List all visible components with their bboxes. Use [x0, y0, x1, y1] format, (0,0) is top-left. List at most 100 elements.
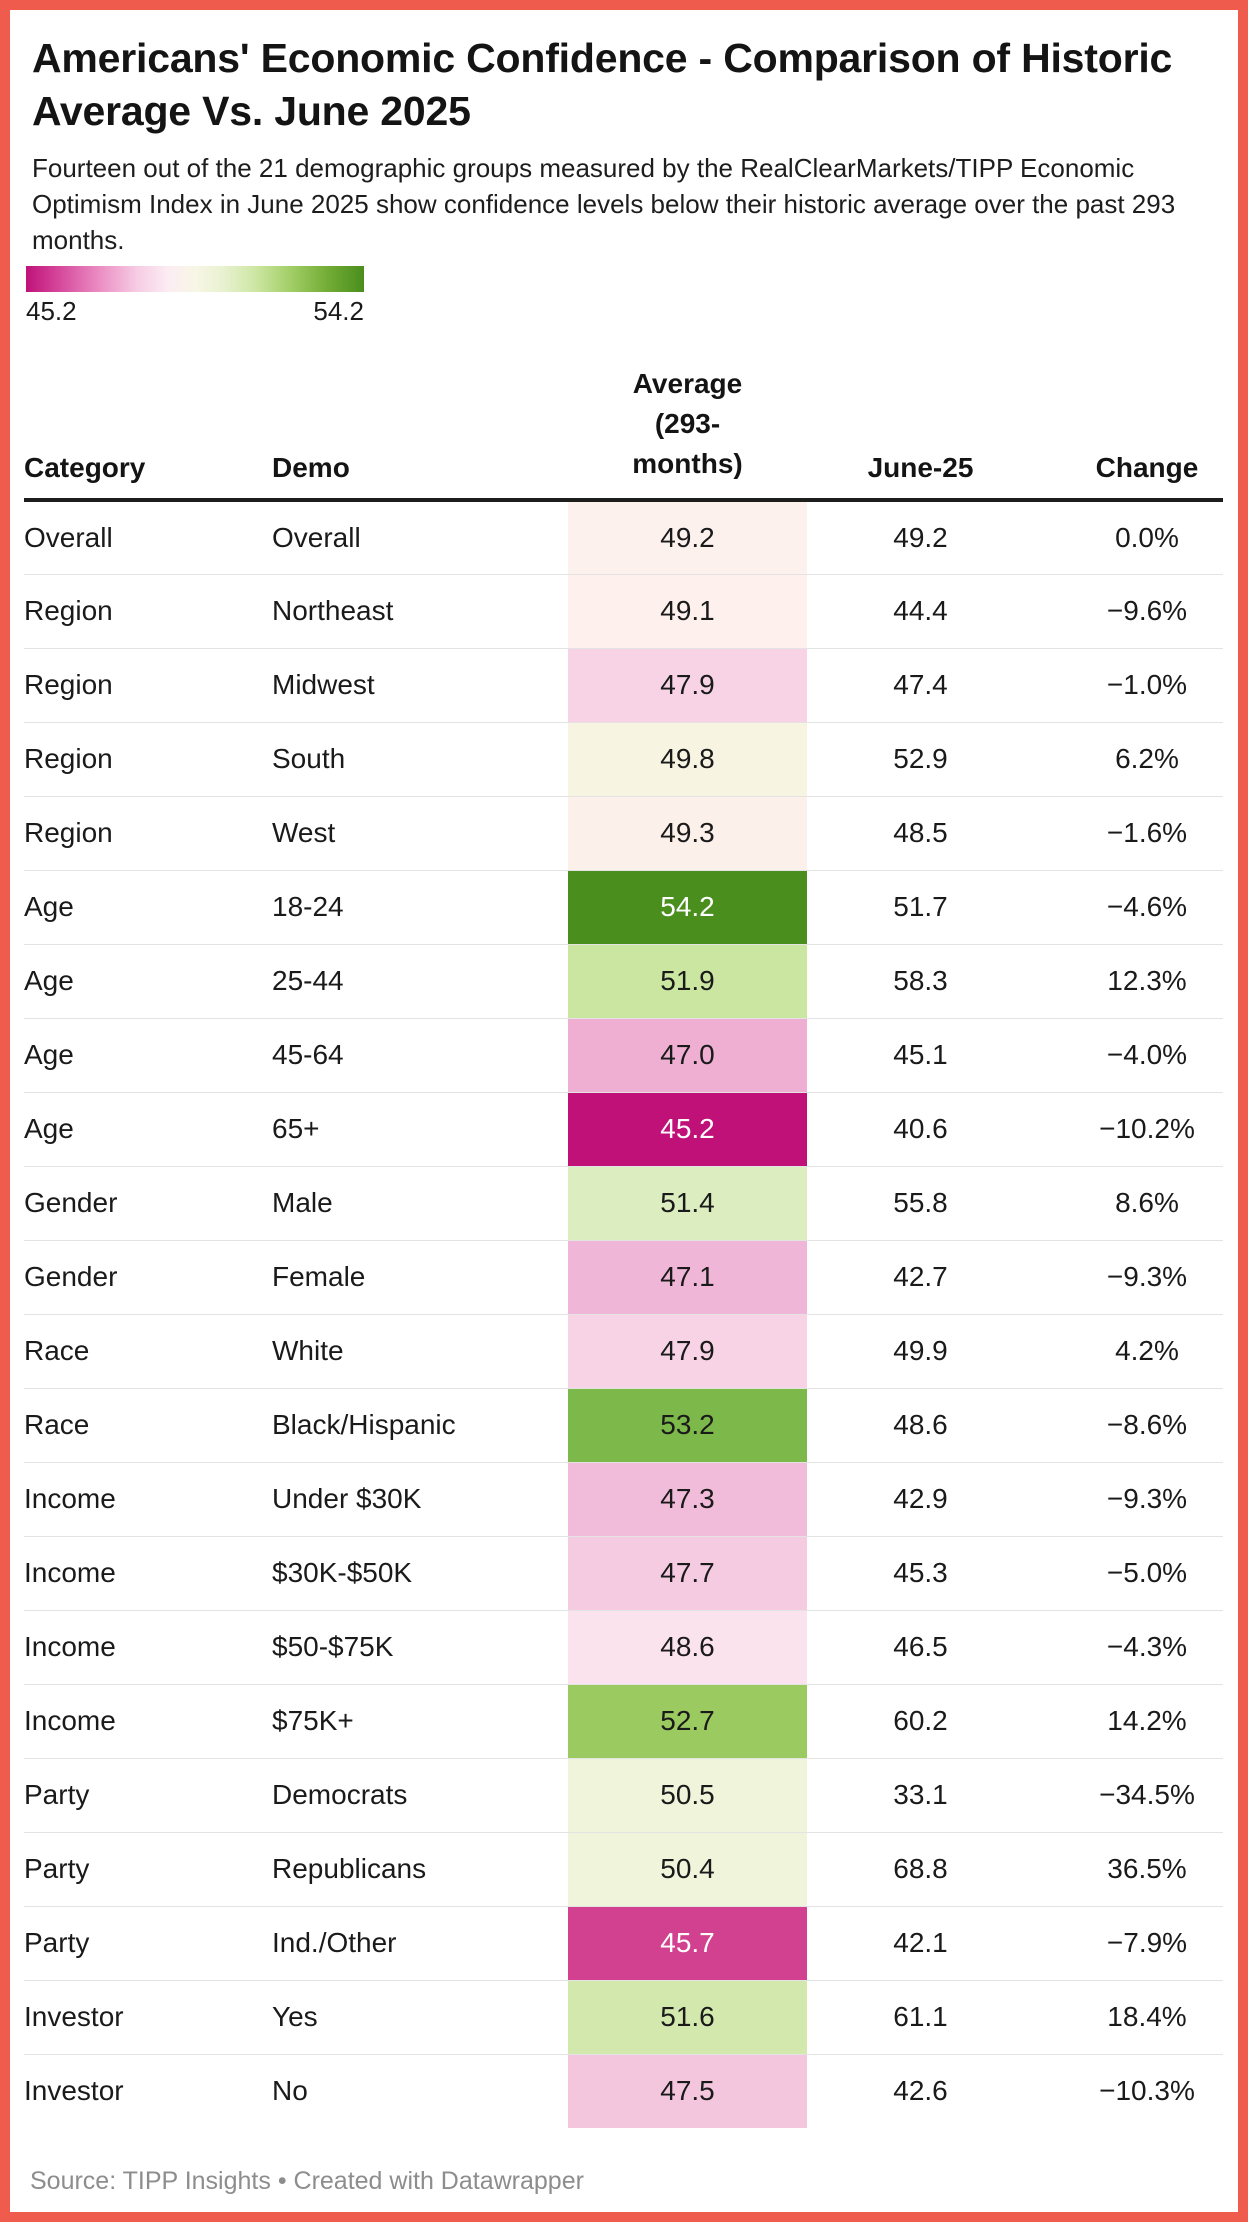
- average-heat-cell: 47.9: [568, 647, 807, 722]
- change-value-cell: −9.6%: [1034, 573, 1223, 648]
- category-cell: Gender: [24, 1165, 272, 1240]
- category-cell: Income: [24, 1683, 272, 1758]
- average-heat-cell: 47.7: [568, 1535, 807, 1610]
- table-row: Region South 49.8 52.9 6.2%: [24, 721, 1223, 796]
- demo-cell: Democrats: [272, 1757, 568, 1832]
- col-header-june25: June-25: [807, 360, 1034, 502]
- change-value-cell: −10.3%: [1034, 2053, 1223, 2128]
- category-cell: Party: [24, 1831, 272, 1906]
- demo-cell: South: [272, 721, 568, 796]
- table-row: Gender Female 47.1 42.7 −9.3%: [24, 1239, 1223, 1314]
- average-heat-cell: 54.2: [568, 869, 807, 944]
- table-row: Gender Male 51.4 55.8 8.6%: [24, 1165, 1223, 1240]
- june-value-cell: 42.1: [807, 1905, 1034, 1980]
- june-value-cell: 40.6: [807, 1091, 1034, 1166]
- col-header-average: Average (293-months): [568, 360, 807, 502]
- demo-cell: Midwest: [272, 647, 568, 722]
- table-row: Region Midwest 47.9 47.4 −1.0%: [24, 647, 1223, 722]
- june-value-cell: 48.6: [807, 1387, 1034, 1462]
- demo-cell: West: [272, 795, 568, 870]
- demo-cell: Under $30K: [272, 1461, 568, 1536]
- demo-cell: Republicans: [272, 1831, 568, 1906]
- table-row: Party Ind./Other 45.7 42.1 −7.9%: [24, 1905, 1223, 1980]
- category-cell: Race: [24, 1313, 272, 1388]
- june-value-cell: 68.8: [807, 1831, 1034, 1906]
- demo-cell: 18-24: [272, 869, 568, 944]
- june-value-cell: 42.7: [807, 1239, 1034, 1314]
- june-value-cell: 45.1: [807, 1017, 1034, 1092]
- june-value-cell: 58.3: [807, 943, 1034, 1018]
- table-row: Race Black/Hispanic 53.2 48.6 −8.6%: [24, 1387, 1223, 1462]
- legend-max-label: 54.2: [313, 296, 364, 326]
- demo-cell: Black/Hispanic: [272, 1387, 568, 1462]
- table-row: Region West 49.3 48.5 −1.6%: [24, 795, 1223, 870]
- demo-cell: White: [272, 1313, 568, 1388]
- average-heat-cell: 47.0: [568, 1017, 807, 1092]
- june-value-cell: 55.8: [807, 1165, 1034, 1240]
- change-value-cell: −4.6%: [1034, 869, 1223, 944]
- chart-title: Americans' Economic Confidence - Compari…: [32, 35, 1173, 134]
- average-heat-cell: 49.1: [568, 573, 807, 648]
- june-value-cell: 46.5: [807, 1609, 1034, 1684]
- average-heat-cell: 49.8: [568, 721, 807, 796]
- change-value-cell: −5.0%: [1034, 1535, 1223, 1610]
- category-cell: Race: [24, 1387, 272, 1462]
- change-value-cell: −9.3%: [1034, 1239, 1223, 1314]
- demo-cell: 45-64: [272, 1017, 568, 1092]
- average-heat-cell: 47.1: [568, 1239, 807, 1314]
- change-value-cell: 18.4%: [1034, 1979, 1223, 2054]
- category-cell: Investor: [24, 2053, 272, 2128]
- chart-subtitle: Fourteen out of the 21 demographic group…: [32, 153, 1176, 255]
- category-cell: Region: [24, 721, 272, 796]
- category-cell: Investor: [24, 1979, 272, 2054]
- category-cell: Overall: [24, 521, 113, 553]
- color-legend: 45.2 54.2: [26, 266, 1224, 326]
- change-value-cell: −9.3%: [1034, 1461, 1223, 1536]
- category-cell: Income: [24, 1609, 272, 1684]
- demo-cell: Overall: [272, 521, 361, 553]
- table-row: Race White 47.9 49.9 4.2%: [24, 1313, 1223, 1388]
- change-value-cell: 6.2%: [1034, 721, 1223, 796]
- table-row: Age 45-64 47.0 45.1 −4.0%: [24, 1017, 1223, 1092]
- category-cell: Age: [24, 869, 272, 944]
- june-value-cell: 51.7: [807, 869, 1034, 944]
- demo-cell: Female: [272, 1239, 568, 1314]
- category-cell: Gender: [24, 1239, 272, 1314]
- change-value-cell: 8.6%: [1034, 1165, 1223, 1240]
- average-heat-cell: 52.7: [568, 1683, 807, 1758]
- average-heat-cell: 50.4: [568, 1831, 807, 1906]
- table-row: Overall Overall 49.2 49.2 0.0%: [24, 500, 1223, 574]
- header-row: Category Demo Average (293-months) June-…: [24, 360, 1223, 502]
- change-value-cell: −34.5%: [1034, 1757, 1223, 1832]
- category-cell: Region: [24, 795, 272, 870]
- june-value-cell: 42.6: [807, 2053, 1034, 2128]
- average-heat-cell: 47.3: [568, 1461, 807, 1536]
- legend-min-label: 45.2: [26, 296, 77, 326]
- average-heat-cell: 47.9: [568, 1313, 807, 1388]
- change-value-cell: 12.3%: [1034, 943, 1223, 1018]
- category-cell: Age: [24, 943, 272, 1018]
- average-heat-cell: 50.5: [568, 1757, 807, 1832]
- table-row: Investor Yes 51.6 61.1 18.4%: [24, 1979, 1223, 2054]
- demo-cell: Northeast: [272, 573, 568, 648]
- change-value-cell: −4.3%: [1034, 1609, 1223, 1684]
- table-row: Income $50-$75K 48.6 46.5 −4.3%: [24, 1609, 1223, 1684]
- june-value-cell: 42.9: [807, 1461, 1034, 1536]
- change-value-cell: 14.2%: [1034, 1683, 1223, 1758]
- table-row: Party Democrats 50.5 33.1 −34.5%: [24, 1757, 1223, 1832]
- table-row: Investor No 47.5 42.6 −10.3%: [24, 2053, 1223, 2128]
- june-value-cell: 52.9: [807, 721, 1034, 796]
- table-row: Income Under $30K 47.3 42.9 −9.3%: [24, 1461, 1223, 1536]
- table-row: Age 65+ 45.2 40.6 −10.2%: [24, 1091, 1223, 1166]
- average-heat-cell: 45.2: [568, 1091, 807, 1166]
- category-cell: Income: [24, 1461, 272, 1536]
- change-value-cell: −4.0%: [1034, 1017, 1223, 1092]
- change-value-cell: −10.2%: [1034, 1091, 1223, 1166]
- source-line: Source: TIPP Insights • Created with Dat…: [30, 2167, 584, 2195]
- june-value-cell: 60.2: [807, 1683, 1034, 1758]
- demo-cell: Male: [272, 1165, 568, 1240]
- demo-cell: Ind./Other: [272, 1905, 568, 1980]
- category-cell: Region: [24, 647, 272, 722]
- demo-cell: $50-$75K: [272, 1609, 568, 1684]
- col-header-category: Category: [24, 360, 272, 502]
